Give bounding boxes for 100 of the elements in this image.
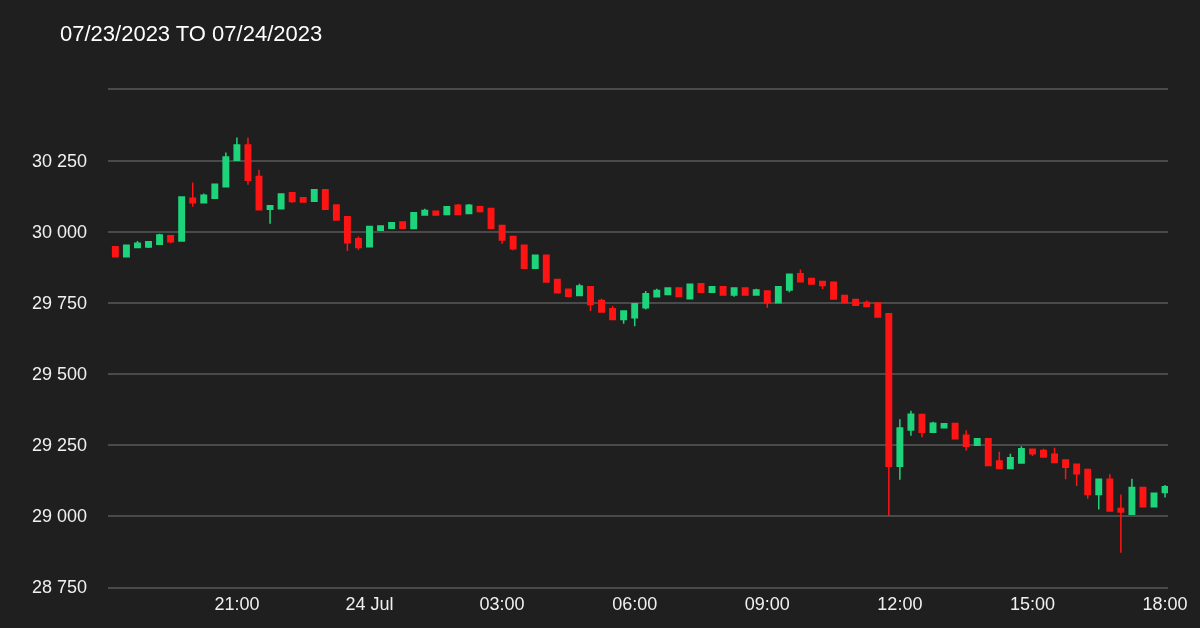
candlestick xyxy=(730,286,738,298)
candlestick xyxy=(399,220,407,230)
candlestick xyxy=(940,422,948,430)
candlestick xyxy=(145,240,152,249)
candlestick xyxy=(122,244,130,258)
candlestick xyxy=(598,297,605,314)
candlestick xyxy=(763,289,771,309)
candlestick xyxy=(1161,484,1168,499)
candlestick xyxy=(686,282,694,301)
candlestick xyxy=(211,182,219,200)
candlestick xyxy=(553,278,561,295)
candlestick xyxy=(1128,478,1136,516)
candlestick xyxy=(719,285,727,297)
candlestick xyxy=(653,288,661,299)
candlestick xyxy=(410,211,418,230)
candlestick xyxy=(233,136,241,162)
candlestick xyxy=(631,302,639,328)
candlestick xyxy=(332,203,340,222)
candlestick xyxy=(354,235,362,251)
candlestick xyxy=(156,232,164,246)
candlestick xyxy=(620,309,628,325)
candlestick xyxy=(487,207,495,230)
candlestick xyxy=(1006,453,1014,470)
candlestick xyxy=(642,290,650,311)
candlestick xyxy=(200,192,208,205)
y-tick-label: 29 000 xyxy=(31,506,87,527)
y-tick-label: 30 250 xyxy=(31,151,87,172)
candlestick xyxy=(752,288,760,297)
candlestick xyxy=(421,207,429,217)
candlestick xyxy=(841,294,849,304)
candlestick xyxy=(874,301,882,319)
candlestick xyxy=(111,245,119,258)
candlestick xyxy=(1095,478,1103,511)
candlestick xyxy=(808,277,815,286)
x-tick-label: 09:00 xyxy=(744,594,790,615)
candlestick xyxy=(796,268,804,284)
candlestick xyxy=(465,203,473,215)
candlestick xyxy=(366,225,373,249)
candlestick xyxy=(1062,458,1070,481)
candlestick xyxy=(896,418,904,481)
x-tick-label: 06:00 xyxy=(612,594,658,615)
candlestick xyxy=(885,312,893,517)
candlestick xyxy=(852,298,860,307)
candlestick xyxy=(951,422,959,441)
candlestick xyxy=(443,205,451,216)
chart-title: 07/23/2023 TO 07/24/2023 xyxy=(60,20,323,46)
candlestick xyxy=(1117,493,1125,554)
candlestick xyxy=(288,191,296,204)
candlestick xyxy=(785,273,793,293)
x-tick-label: 24 Jul xyxy=(345,594,394,615)
candlestick xyxy=(575,282,583,297)
candlestick xyxy=(774,285,782,305)
candlestick xyxy=(266,204,274,225)
candlestick xyxy=(1029,447,1036,457)
candlestick xyxy=(377,224,385,232)
candlestick xyxy=(564,288,572,299)
candlestick xyxy=(167,234,175,245)
candlestick xyxy=(255,169,263,212)
candlestick xyxy=(741,286,749,297)
x-tick-label: 12:00 xyxy=(877,594,923,615)
candlestick xyxy=(587,285,594,312)
candlestick xyxy=(1040,447,1047,459)
candlestick xyxy=(1017,445,1025,465)
candlestick xyxy=(1106,473,1114,513)
candlestick xyxy=(1084,468,1092,500)
y-tick-label: 29 250 xyxy=(31,435,87,456)
x-tick-label: 03:00 xyxy=(479,594,525,615)
candlestick xyxy=(675,286,683,298)
candlestick xyxy=(343,215,351,252)
x-tick-label: 18:00 xyxy=(1142,594,1188,615)
candlestick xyxy=(995,451,1003,470)
y-tick-label: 28 750 xyxy=(31,577,87,598)
candlestick xyxy=(830,280,838,301)
candlestick xyxy=(498,224,506,245)
candlestick xyxy=(244,136,252,186)
candlestick xyxy=(178,195,186,243)
candlestick xyxy=(1073,462,1081,487)
candlestick xyxy=(542,253,550,284)
candlestick xyxy=(388,221,396,230)
candlestick xyxy=(1051,447,1059,464)
candlestick xyxy=(962,429,970,452)
candlestick xyxy=(310,188,318,203)
candlestick xyxy=(664,286,672,297)
candlestick xyxy=(277,192,285,211)
candlestick xyxy=(509,235,517,251)
candlestick xyxy=(907,409,915,437)
candlestick xyxy=(531,253,539,270)
y-tick-label: 29 500 xyxy=(31,364,87,385)
y-tick-label: 30 000 xyxy=(31,222,87,243)
candlestick xyxy=(222,151,230,189)
candlestick xyxy=(520,244,528,270)
candlestick xyxy=(609,305,617,321)
candlestick xyxy=(454,203,462,216)
candlestick xyxy=(189,181,197,208)
candlestick xyxy=(432,209,440,217)
y-tick-label: 29 750 xyxy=(31,293,87,314)
candlestick xyxy=(321,188,329,211)
candlestick xyxy=(984,437,992,467)
x-tick-label: 15:00 xyxy=(1009,594,1055,615)
x-tick-label: 21:00 xyxy=(214,594,260,615)
